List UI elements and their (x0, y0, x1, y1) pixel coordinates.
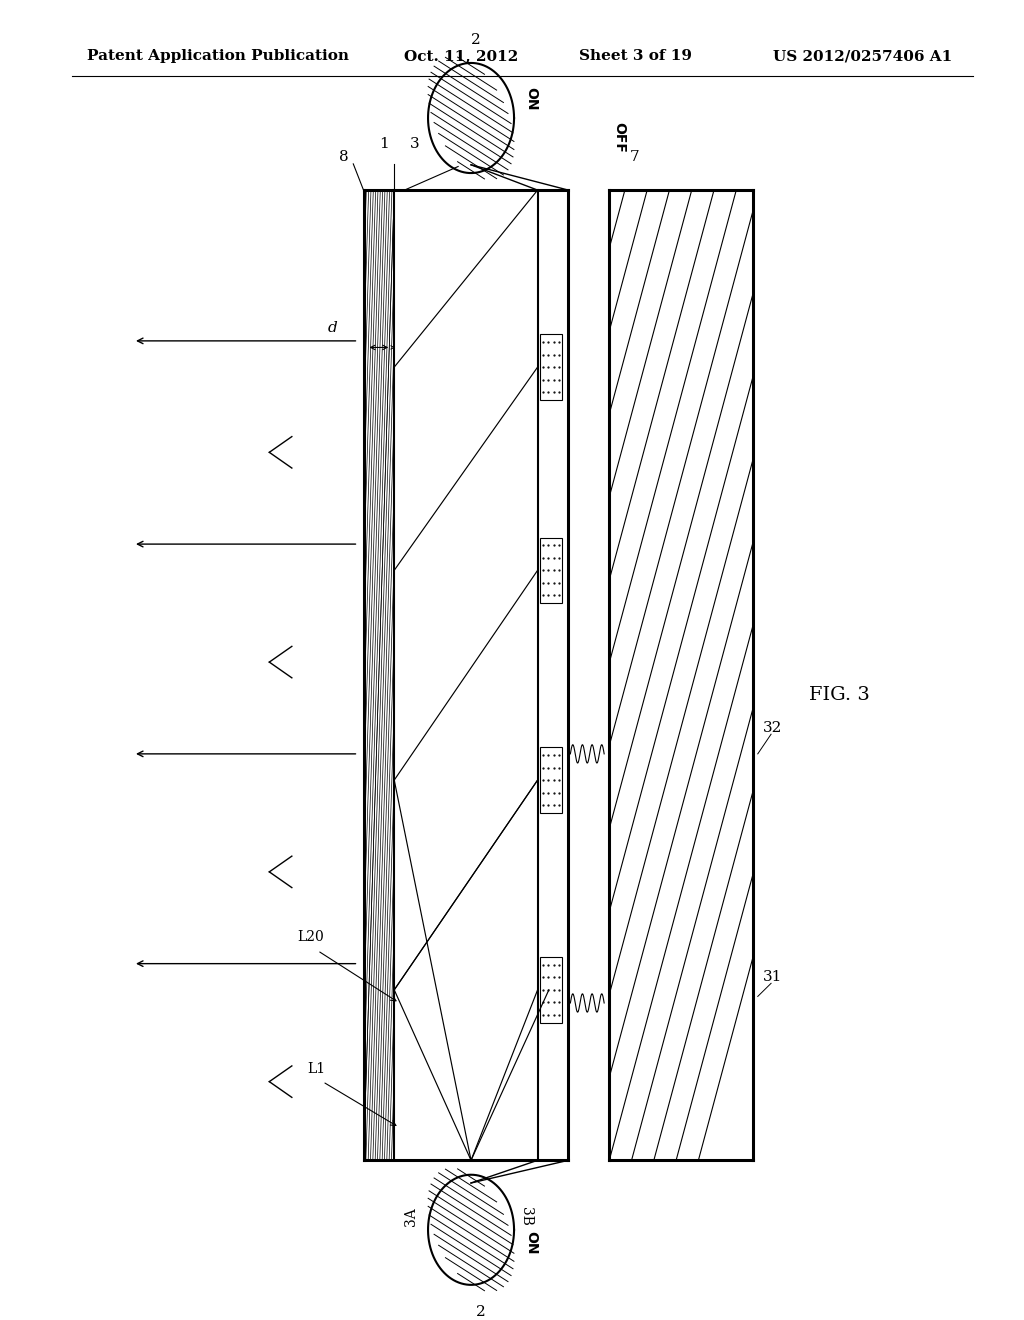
Text: 3: 3 (410, 137, 420, 150)
Bar (540, 334, 562, 400)
Text: d: d (328, 321, 338, 335)
Bar (540, 747, 562, 813)
Text: 2: 2 (471, 33, 481, 48)
Text: 8: 8 (339, 150, 348, 164)
Text: US 2012/0257406 A1: US 2012/0257406 A1 (773, 49, 952, 63)
Text: ON: ON (524, 87, 539, 110)
Text: Oct. 11, 2012: Oct. 11, 2012 (404, 49, 519, 63)
Bar (540, 957, 562, 1023)
Text: OFF: OFF (612, 123, 627, 153)
Text: L20: L20 (297, 931, 324, 944)
Text: L1: L1 (307, 1061, 326, 1076)
Text: FIG. 3: FIG. 3 (809, 686, 870, 704)
Text: Sheet 3 of 19: Sheet 3 of 19 (579, 49, 691, 63)
Text: 3B: 3B (519, 1208, 534, 1226)
Bar (540, 537, 562, 603)
Text: 32: 32 (763, 721, 782, 735)
Text: 7: 7 (630, 150, 639, 164)
Text: ON: ON (524, 1232, 539, 1254)
Text: 1: 1 (379, 137, 389, 150)
Text: 31: 31 (763, 970, 782, 983)
Text: 3A: 3A (403, 1208, 418, 1226)
Text: Patent Application Publication: Patent Application Publication (87, 49, 349, 63)
Text: 2: 2 (476, 1304, 486, 1319)
